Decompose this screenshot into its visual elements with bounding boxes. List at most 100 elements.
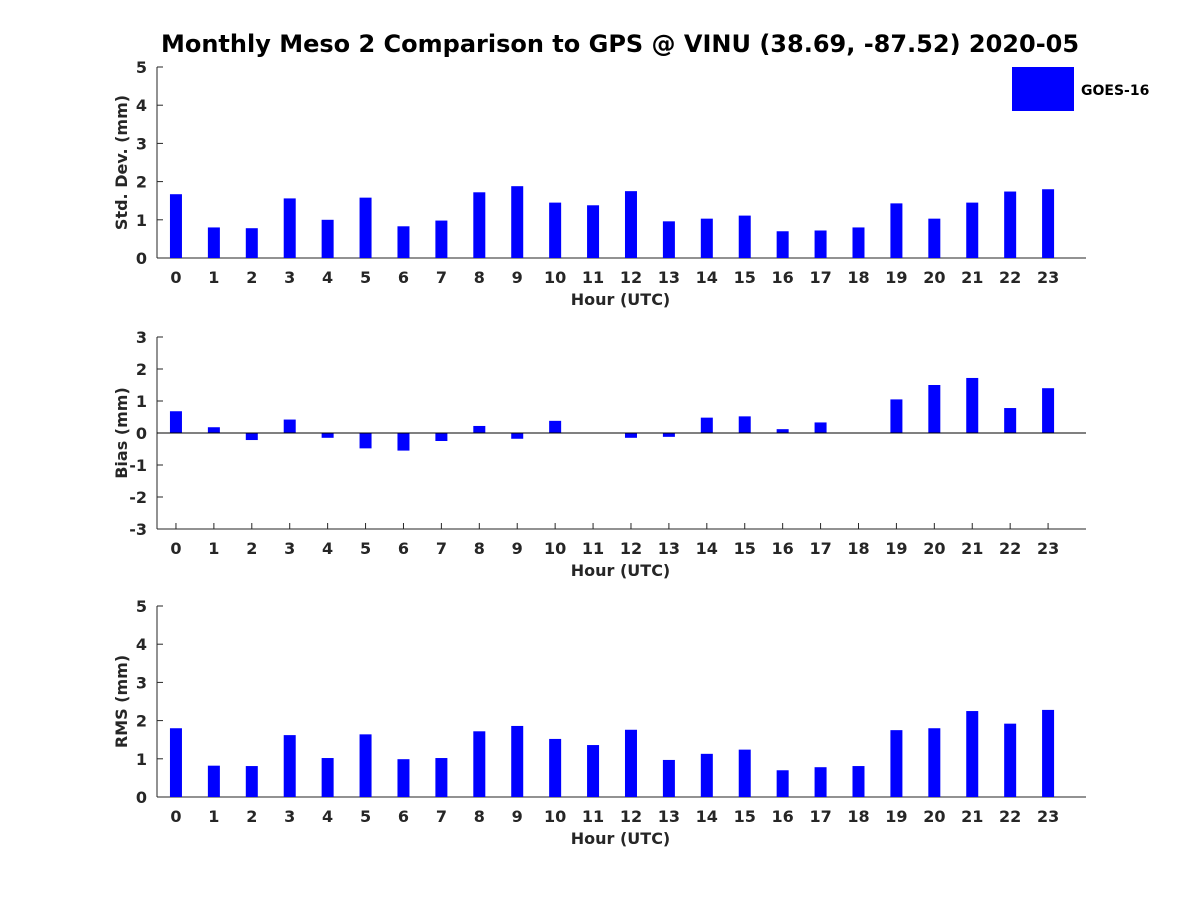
bar-stddev-hour-22 [1004, 191, 1017, 258]
bar-rms-hour-10 [549, 738, 562, 797]
x-tick-label: 19 [885, 807, 907, 826]
bar-stddev-hour-7 [435, 220, 448, 258]
x-tick-label: 15 [734, 807, 756, 826]
bar-stddev-hour-2 [245, 228, 258, 258]
bar-rms-hour-23 [1042, 709, 1055, 797]
y-tick-label: 0 [136, 249, 147, 268]
x-tick-label: 7 [436, 807, 447, 826]
bar-bias-hour-22 [1004, 408, 1017, 433]
x-tick-label: 10 [544, 268, 566, 287]
bar-bias-hour-10 [549, 420, 562, 433]
bar-bias-hour-12 [624, 433, 637, 438]
chart-title: Monthly Meso 2 Comparison to GPS @ VINU … [160, 30, 1080, 58]
y-axis-label: Std. Dev. (mm) [112, 95, 131, 230]
x-tick-label: 10 [544, 807, 566, 826]
y-tick-label: 4 [136, 635, 147, 654]
x-tick-label: 16 [772, 539, 794, 558]
bar-stddev-hour-8 [473, 192, 486, 258]
x-tick-label: 12 [620, 807, 642, 826]
x-tick-label: 3 [284, 807, 295, 826]
x-tick-label: 7 [436, 268, 447, 287]
bar-stddev-hour-14 [700, 218, 713, 258]
x-tick-label: 6 [398, 539, 409, 558]
bar-stddev-hour-11 [587, 205, 600, 258]
bar-rms-hour-12 [624, 729, 637, 797]
x-tick-label: 11 [582, 268, 604, 287]
x-tick-label: 2 [246, 539, 257, 558]
bar-bias-hour-6 [397, 433, 410, 451]
legend: GOES-16 [1012, 67, 1149, 111]
x-tick-label: 7 [436, 539, 447, 558]
bar-bias-hour-15 [738, 416, 751, 433]
x-tick-label: 15 [734, 539, 756, 558]
y-tick-label: 0 [136, 424, 147, 443]
bar-stddev-hour-9 [511, 186, 524, 258]
bar-rms-hour-14 [700, 753, 713, 797]
y-tick-label: 1 [136, 750, 147, 769]
bar-stddev-hour-18 [852, 227, 865, 258]
x-tick-label: 0 [170, 539, 181, 558]
y-tick-label: 5 [136, 597, 147, 616]
x-tick-label: 5 [360, 268, 371, 287]
bar-bias-hour-16 [776, 429, 789, 433]
x-tick-label: 21 [961, 807, 983, 826]
x-axis-label: Hour (UTC) [571, 829, 671, 848]
y-tick-label: 2 [136, 360, 147, 379]
x-tick-label: 17 [809, 268, 831, 287]
y-tick-label: 1 [136, 392, 147, 411]
x-tick-label: 20 [923, 268, 945, 287]
y-tick-label: 3 [136, 134, 147, 153]
x-tick-label: 18 [847, 807, 869, 826]
bar-stddev-hour-6 [397, 226, 410, 258]
x-tick-label: 18 [847, 539, 869, 558]
x-tick-label: 20 [923, 807, 945, 826]
bar-bias-hour-2 [245, 433, 258, 441]
x-tick-label: 19 [885, 268, 907, 287]
x-tick-label: 6 [398, 268, 409, 287]
x-tick-label: 8 [474, 807, 485, 826]
bar-rms-hour-22 [1004, 723, 1017, 797]
bar-rms-hour-2 [245, 766, 258, 797]
x-tick-label: 4 [322, 539, 333, 558]
x-tick-label: 12 [620, 539, 642, 558]
x-tick-label: 22 [999, 268, 1021, 287]
bar-bias-hour-13 [662, 433, 675, 437]
x-tick-label: 1 [208, 539, 219, 558]
bar-bias-hour-21 [966, 377, 979, 433]
bar-rms-hour-5 [359, 734, 372, 797]
bar-rms-hour-18 [852, 766, 865, 797]
x-tick-label: 9 [512, 539, 523, 558]
bar-bias-hour-8 [473, 425, 486, 433]
x-tick-label: 23 [1037, 268, 1059, 287]
bar-stddev-hour-17 [814, 230, 827, 258]
x-tick-label: 2 [246, 268, 257, 287]
x-tick-label: 5 [360, 807, 371, 826]
bar-rms-hour-13 [662, 759, 675, 797]
bar-stddev-hour-4 [321, 219, 334, 258]
bar-stddev-hour-1 [207, 227, 220, 258]
bar-stddev-hour-13 [662, 221, 675, 258]
x-tick-label: 15 [734, 268, 756, 287]
x-tick-label: 13 [658, 807, 680, 826]
x-tick-label: 5 [360, 539, 371, 558]
x-tick-label: 23 [1037, 539, 1059, 558]
y-tick-label: -1 [129, 456, 147, 475]
x-tick-label: 14 [696, 539, 718, 558]
bar-bias-hour-23 [1042, 388, 1055, 433]
bar-rms-hour-6 [397, 759, 410, 797]
bar-bias-hour-5 [359, 433, 372, 449]
bar-rms-hour-7 [435, 758, 448, 797]
bar-bias-hour-9 [511, 433, 524, 439]
x-tick-label: 16 [772, 268, 794, 287]
x-tick-label: 9 [512, 268, 523, 287]
y-tick-label: 0 [136, 788, 147, 807]
bar-rms-hour-8 [473, 731, 486, 797]
x-tick-label: 13 [658, 539, 680, 558]
x-tick-label: 20 [923, 539, 945, 558]
bar-bias-hour-3 [283, 419, 296, 433]
bar-stddev-hour-12 [624, 191, 637, 258]
x-tick-label: 1 [208, 807, 219, 826]
y-tick-label: -3 [129, 520, 147, 539]
y-tick-label: 2 [136, 712, 147, 731]
